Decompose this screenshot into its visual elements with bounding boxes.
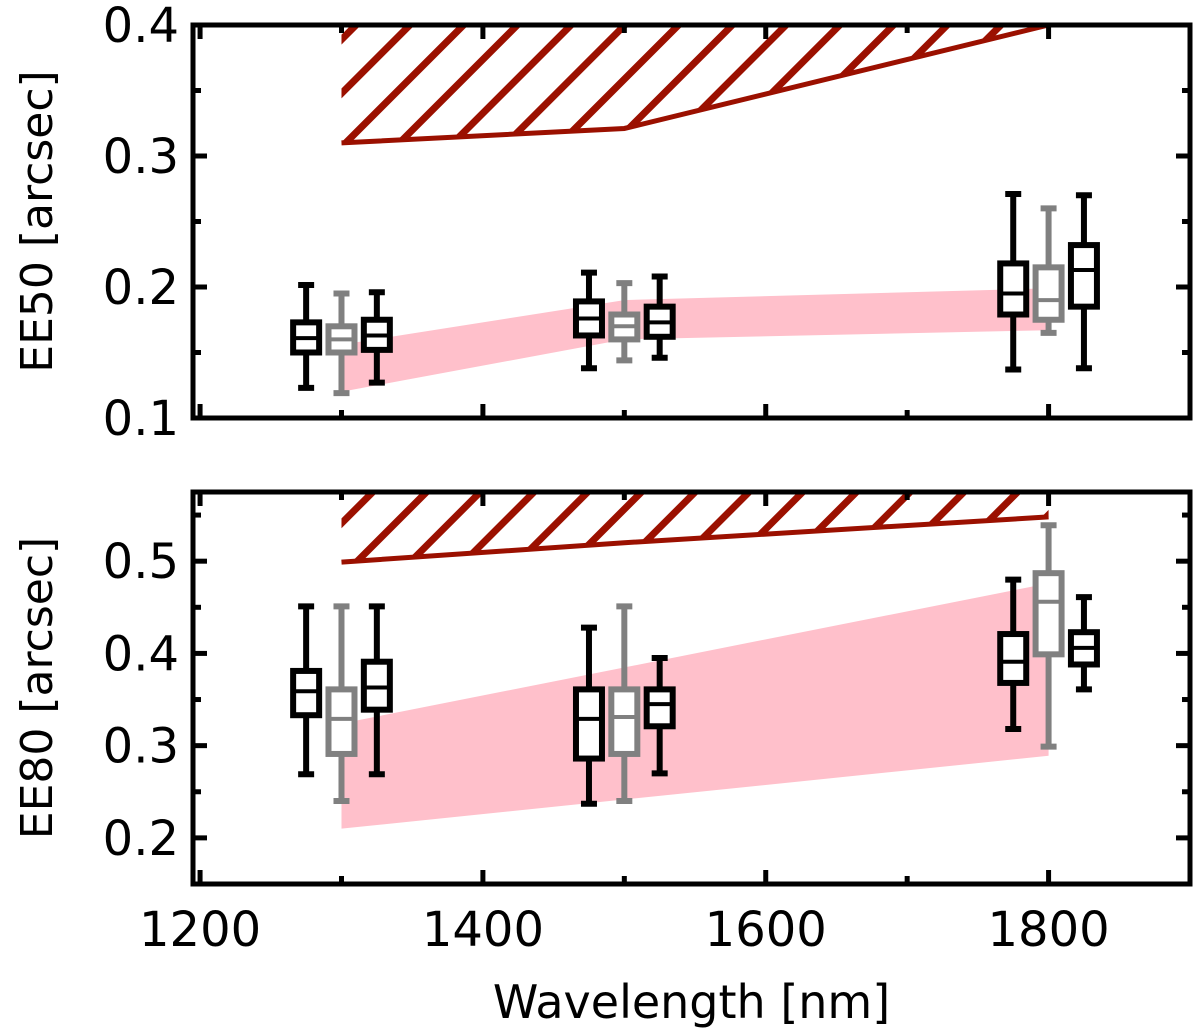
box-1300-gray [325,603,358,804]
y-tick-label: 0.3 [103,719,179,775]
y-tick-label: 0.2 [103,811,179,867]
box-iqr [643,686,676,730]
box-1475-black [572,269,605,372]
y-tick-label: 0.2 [103,260,179,316]
panel-2: 0.2 0.3 0.4 0.5 EE80 [arcsec] 1200 1400 1600 180… [12,489,1193,1029]
plot-area [290,492,1100,829]
box-1500-gray [608,603,641,804]
box-1825-black [1067,192,1100,372]
box-1275-black [290,282,323,391]
box-1825-black [1067,594,1100,693]
panel-1: 0.1 0.2 0.3 0.4 EE50 [arcsec] [12,0,1193,447]
box-iqr [997,631,1030,686]
hatched-region-boundary [341,514,1049,565]
box-1775-black [997,576,1030,733]
box-1800-gray [1032,205,1065,336]
shaded-band [341,583,1049,829]
hatched-region-boundary [341,25,1050,146]
x-tick-label: 1200 [139,902,261,958]
box-1500-gray [608,280,641,364]
x-axis-label: Wavelength [nm] [493,975,890,1029]
box-iqr [1032,570,1065,658]
box-iqr [608,686,641,757]
box-iqr [1067,242,1100,310]
box-1800-gray [1032,522,1065,750]
y-axis-label: EE50 [arcsec] [12,70,63,372]
box-1300-gray [325,290,358,397]
box-iqr [572,686,605,762]
shaded-band [341,288,1049,392]
y-tick-label: 0.4 [103,626,179,682]
box-iqr [1032,264,1065,323]
x-tick-label: 1800 [988,902,1110,958]
box-1325-black [360,289,393,386]
hatched-region [341,25,1049,143]
panel-frame [190,22,1193,421]
x-tick-label: 1400 [422,902,544,958]
box-1475-black [572,624,605,807]
plot-area [290,25,1100,397]
x-tick-label: 1600 [705,902,827,958]
y-tick-label: 0.5 [103,534,179,590]
box-1525-black [643,273,676,361]
box-1325-black [360,603,393,778]
box-1775-black [997,190,1030,373]
box-iqr [325,686,358,757]
box-iqr [997,260,1030,318]
box-1275-black [290,603,323,778]
box-1525-black [643,655,676,777]
y-tick-label: 0.1 [103,391,179,447]
y-tick-label: 0.4 [103,0,179,54]
y-tick-label: 0.3 [103,129,179,185]
panel-frame [190,489,1193,887]
hatched-region [341,492,1049,563]
y-axis-label: EE80 [arcsec] [12,537,63,839]
